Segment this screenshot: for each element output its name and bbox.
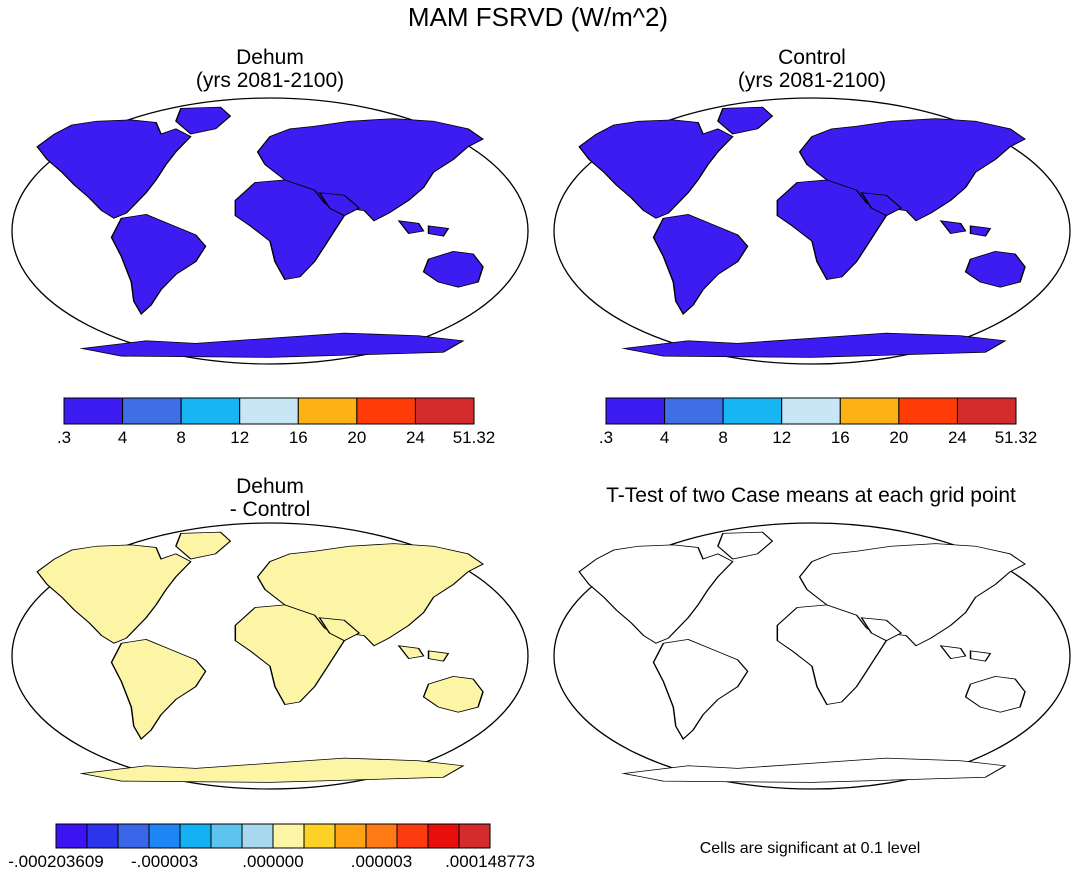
colorbar-control-label: 8 (718, 428, 727, 447)
colorbar-difference-label: .000000 (242, 852, 303, 869)
colorbar-difference-box (458, 823, 491, 849)
colorbar-dehum-label: 4 (118, 428, 127, 447)
map-ttest (554, 523, 1070, 789)
colorbar-control-label: 20 (889, 428, 908, 447)
colorbar-dehum-box (180, 397, 241, 425)
colorbar-difference-box (241, 823, 274, 849)
colorbar-difference-box (117, 823, 150, 849)
panel-3-title-line2: - Control (229, 498, 311, 521)
colorbar-control-box (839, 397, 900, 425)
colorbar-difference-box (303, 823, 336, 849)
panel-1-title: Dehum (yrs 2081-2100) (55, 46, 485, 92)
colorbar-difference-box (427, 823, 460, 849)
panel-1-title-line2: (yrs 2081-2100) (195, 69, 345, 92)
colorbar-dehum-label: .3 (57, 428, 71, 447)
significance-note: Cells are significant at 0.1 level (699, 840, 921, 857)
colorbar-control-box (605, 397, 666, 425)
map-control (554, 98, 1070, 364)
colorbar-control-label: .3 (599, 428, 613, 447)
panel-3-title-line1: Dehum (236, 475, 304, 498)
panel-2-title: Control (yrs 2081-2100) (597, 46, 1027, 92)
colorbar-dehum-label: 51.32 (453, 428, 496, 447)
colorbar-control-box (722, 397, 783, 425)
colorbar-control-label: 12 (772, 428, 791, 447)
map-difference (12, 523, 528, 789)
colorbar-control-box (956, 397, 1017, 425)
colorbar-difference-box (86, 823, 119, 849)
colorbar-dehum-box (356, 397, 416, 425)
colorbar-difference-box (396, 823, 429, 849)
colorbar-difference-box (365, 823, 398, 849)
colorbar-dehum: .3 4 8 12 16 20 24 51.32 (57, 397, 496, 447)
colorbar-control-label: 4 (660, 428, 669, 447)
colorbar-dehum-label: 12 (230, 428, 249, 447)
colorbar-difference-label: .000148773 (445, 852, 535, 869)
colorbar-difference-label: .000003 (351, 852, 412, 869)
colorbar-control: .3 4 8 12 16 20 24 51.32 (599, 397, 1038, 447)
colorbar-dehum-label: 16 (289, 428, 308, 447)
colorbar-dehum-box (239, 397, 299, 425)
colorbar-dehum-box (122, 397, 182, 425)
colorbar-difference-box (334, 823, 367, 849)
colorbar-control-label: 16 (831, 428, 850, 447)
map-dehum (12, 98, 528, 364)
colorbar-control-box (664, 397, 724, 425)
colorbar-difference-box (272, 823, 305, 849)
colorbar-dehum-label: 8 (176, 428, 185, 447)
figure-title: MAM FSRVD (W/m^2) (407, 2, 669, 32)
colorbar-dehum-label: 24 (406, 428, 425, 447)
colorbar-control-box (781, 397, 841, 425)
colorbar-difference-label: -.000203609 (8, 852, 103, 869)
panel-2-title-line2: (yrs 2081-2100) (737, 69, 887, 92)
panel-2-title-line1: Control (778, 46, 846, 69)
colorbar-difference-box (179, 823, 212, 849)
colorbar-control-label: 51.32 (995, 428, 1038, 447)
panel-1-title-line1: Dehum (236, 46, 304, 69)
colorbar-dehum-box (63, 397, 124, 425)
colorbar-difference-box (210, 823, 243, 849)
panel-4-title: T-Test of two Case means at each grid po… (546, 484, 1076, 507)
colorbar-control-box (898, 397, 958, 425)
panel-4-title-line1: T-Test of two Case means at each grid po… (606, 484, 1016, 507)
colorbar-control-label: 24 (948, 428, 967, 447)
colorbar-difference-box (55, 823, 88, 849)
colorbar-difference: -.000203609 -.000003 .000000 .000003 .000148… (8, 823, 535, 869)
colorbar-dehum-box (297, 397, 358, 425)
colorbar-dehum-label: 20 (347, 428, 366, 447)
colorbar-difference-box (148, 823, 181, 849)
colorbar-difference-label: -.000003 (131, 852, 198, 869)
colorbar-dehum-box (414, 397, 475, 425)
panel-3-title: Dehum - Control (55, 475, 485, 521)
